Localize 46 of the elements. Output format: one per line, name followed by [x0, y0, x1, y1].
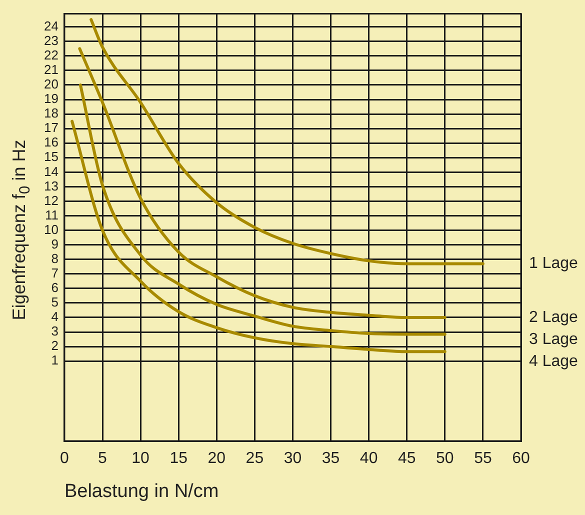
text: 2 Lage [529, 308, 578, 326]
x-tick-label: 30 [284, 450, 302, 468]
y-tick-label: 18 [44, 106, 58, 121]
y-tick-label: 19 [44, 91, 58, 106]
y-tick-label: 2 [51, 338, 58, 354]
y-tick-label: 12 [44, 192, 58, 208]
x-axis-title: Belastung in N/cm [64, 480, 219, 502]
y-tick-label: 10 [44, 222, 58, 237]
line-series [70, 120, 446, 354]
y-tick-label: 23 [44, 32, 58, 48]
x-tick-label: 45 [398, 450, 416, 468]
text: 1 Lage [529, 255, 578, 272]
y-tick-label: 6 [51, 280, 58, 296]
y-tick-label: 3 [51, 324, 58, 339]
y-tick-label: 22 [44, 48, 58, 63]
y-tick-label: 20 [44, 76, 58, 92]
y-tick-label: 1 [51, 352, 58, 368]
x-tick-label: 50 [436, 450, 454, 468]
x-tick-label: 25 [246, 450, 264, 468]
line-series [78, 47, 446, 319]
y-tick-label: 4 [51, 309, 58, 324]
y-tick-label: 24 [44, 18, 58, 34]
x-tick-label: 15 [170, 450, 188, 468]
x-tick-label: 55 [474, 450, 492, 468]
y-tick-label: 16 [44, 134, 58, 150]
x-tick-label: 35 [322, 450, 340, 468]
y-tick-label: 14 [44, 164, 58, 179]
y-tick-label: 8 [51, 250, 58, 266]
x-tick-label: 20 [208, 450, 226, 468]
x-tick-label: 5 [98, 450, 108, 468]
x-tick-label: 60 [512, 450, 530, 468]
y-tick-label: 13 [44, 178, 58, 194]
line-series [78, 84, 446, 336]
y-tick-label: 21 [44, 62, 58, 78]
y-tick-label: 9 [51, 236, 58, 252]
y-tick-label: 5 [51, 294, 58, 310]
x-tick-label: 10 [132, 450, 150, 468]
y-tick-label: 17 [44, 120, 58, 136]
y-tick-label: 7 [51, 265, 58, 280]
line-series [90, 18, 484, 266]
x-tick-label: 0 [60, 450, 70, 468]
y-tick-label: 15 [44, 149, 58, 164]
text: 4 Lage [529, 352, 578, 370]
y-tick-label: 11 [44, 207, 58, 222]
x-tick-label: 40 [360, 450, 378, 468]
text: 3 Lage [529, 330, 578, 348]
